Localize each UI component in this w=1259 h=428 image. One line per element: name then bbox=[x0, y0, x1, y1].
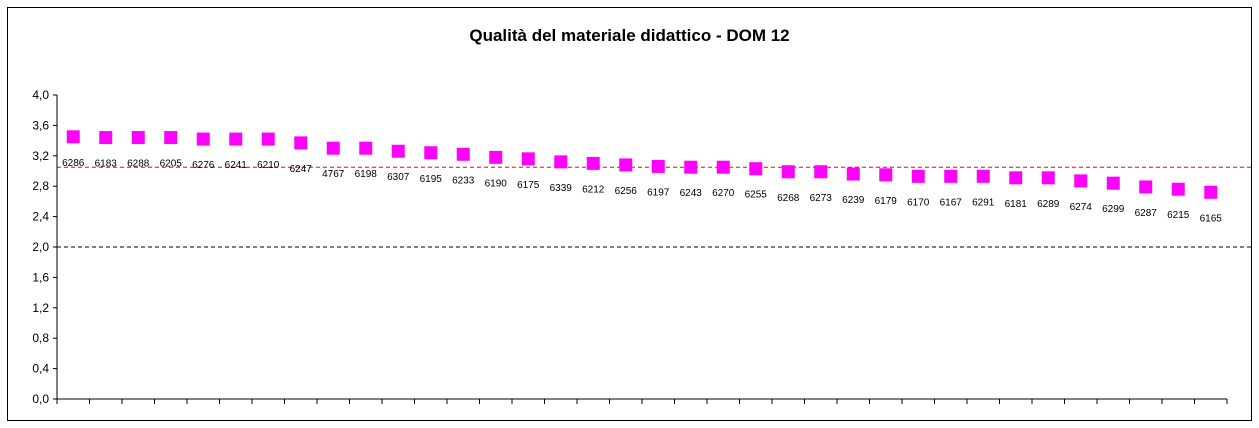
data-label: 6289 bbox=[1037, 199, 1060, 210]
data-points bbox=[66, 130, 1218, 199]
axes: 0,0 0,4 0,8 1,2 1,6 2,0 2,4 2,8 3,2 3,6 4,0 bbox=[32, 88, 1228, 406]
y-tick-label: 2,4 bbox=[32, 210, 49, 224]
data-point bbox=[781, 165, 795, 179]
data-label: 6179 bbox=[875, 196, 898, 207]
data-point bbox=[261, 132, 275, 146]
y-tick-label: 1,2 bbox=[32, 301, 49, 315]
data-label: 6286 bbox=[62, 158, 85, 169]
data-label: 6170 bbox=[907, 197, 930, 208]
data-point bbox=[359, 141, 373, 155]
data-point bbox=[651, 159, 665, 173]
data-label: 6239 bbox=[842, 195, 865, 206]
data-point bbox=[294, 136, 308, 150]
y-tick-label: 3,2 bbox=[32, 149, 49, 163]
data-label: 6287 bbox=[1135, 208, 1158, 219]
y-tick-label: 3,6 bbox=[32, 118, 49, 132]
data-point bbox=[814, 165, 828, 179]
data-label: 6215 bbox=[1167, 210, 1190, 221]
data-label: 6291 bbox=[972, 197, 995, 208]
data-point bbox=[879, 168, 893, 182]
data-label: 6270 bbox=[712, 188, 735, 199]
data-point bbox=[684, 160, 698, 174]
data-point bbox=[391, 144, 405, 158]
data-point bbox=[489, 150, 503, 164]
data-label: 6210 bbox=[257, 160, 280, 171]
y-tick-label: 0,4 bbox=[32, 362, 49, 376]
y-tick-label: 0,0 bbox=[32, 392, 49, 406]
data-label: 6197 bbox=[647, 187, 670, 198]
data-point bbox=[944, 169, 958, 183]
data-label: 6288 bbox=[127, 159, 150, 170]
data-point bbox=[716, 160, 730, 174]
data-point bbox=[424, 146, 438, 160]
data-point bbox=[66, 130, 80, 144]
data-label: 6339 bbox=[550, 183, 573, 194]
y-tick-label: 1,6 bbox=[32, 270, 49, 284]
data-label: 6247 bbox=[290, 164, 313, 175]
data-point bbox=[1204, 185, 1218, 199]
data-point bbox=[1171, 182, 1185, 196]
data-point bbox=[976, 169, 990, 183]
data-point bbox=[1041, 171, 1055, 185]
data-point bbox=[1106, 176, 1120, 190]
data-label: 6167 bbox=[940, 197, 963, 208]
data-point bbox=[164, 131, 178, 145]
data-point bbox=[196, 132, 210, 146]
data-label: 6256 bbox=[615, 186, 638, 197]
data-label: 6212 bbox=[582, 184, 605, 195]
data-label: 6243 bbox=[680, 188, 703, 199]
data-label: 6276 bbox=[192, 160, 215, 171]
data-label: 6175 bbox=[517, 180, 540, 191]
data-point bbox=[456, 147, 470, 161]
data-point bbox=[619, 158, 633, 172]
data-label: 6307 bbox=[387, 172, 410, 183]
data-point bbox=[99, 131, 113, 145]
data-label: 6274 bbox=[1070, 202, 1093, 213]
data-label: 6183 bbox=[95, 159, 118, 170]
y-tick-label: 0,8 bbox=[32, 331, 49, 345]
data-point bbox=[1074, 174, 1088, 188]
data-label: 6190 bbox=[485, 178, 508, 189]
data-label: 6181 bbox=[1005, 199, 1028, 210]
chart-frame bbox=[7, 7, 1252, 421]
y-tick-label: 2,8 bbox=[32, 179, 49, 193]
chart-title: Qualità del materiale didattico - DOM 12 bbox=[469, 26, 790, 45]
data-label: 6205 bbox=[160, 159, 183, 170]
data-label: 6255 bbox=[745, 190, 768, 201]
data-label: 6165 bbox=[1200, 213, 1223, 224]
data-point bbox=[326, 141, 340, 155]
y-tick-label: 2,0 bbox=[32, 240, 49, 254]
data-point bbox=[229, 132, 243, 146]
data-point bbox=[131, 131, 145, 145]
data-label: 6233 bbox=[452, 175, 475, 186]
data-point bbox=[521, 152, 535, 166]
data-label: 6268 bbox=[777, 193, 800, 204]
data-point bbox=[554, 155, 568, 169]
data-point bbox=[586, 156, 600, 170]
data-point bbox=[749, 162, 763, 176]
data-label: 6299 bbox=[1102, 204, 1125, 215]
y-tick-label: 4,0 bbox=[32, 88, 49, 102]
data-label: 6273 bbox=[810, 193, 833, 204]
data-label: 4767 bbox=[322, 169, 345, 180]
data-label: 6198 bbox=[355, 169, 378, 180]
data-point bbox=[846, 167, 860, 181]
data-label: 6241 bbox=[225, 160, 248, 171]
data-labels: 6286 6183 6288 6205 6276 6241 6210 6247 4767 6198… bbox=[62, 158, 1222, 224]
data-point bbox=[1009, 171, 1023, 185]
data-point bbox=[911, 169, 925, 183]
data-label: 6195 bbox=[420, 174, 443, 185]
data-point bbox=[1139, 180, 1153, 194]
